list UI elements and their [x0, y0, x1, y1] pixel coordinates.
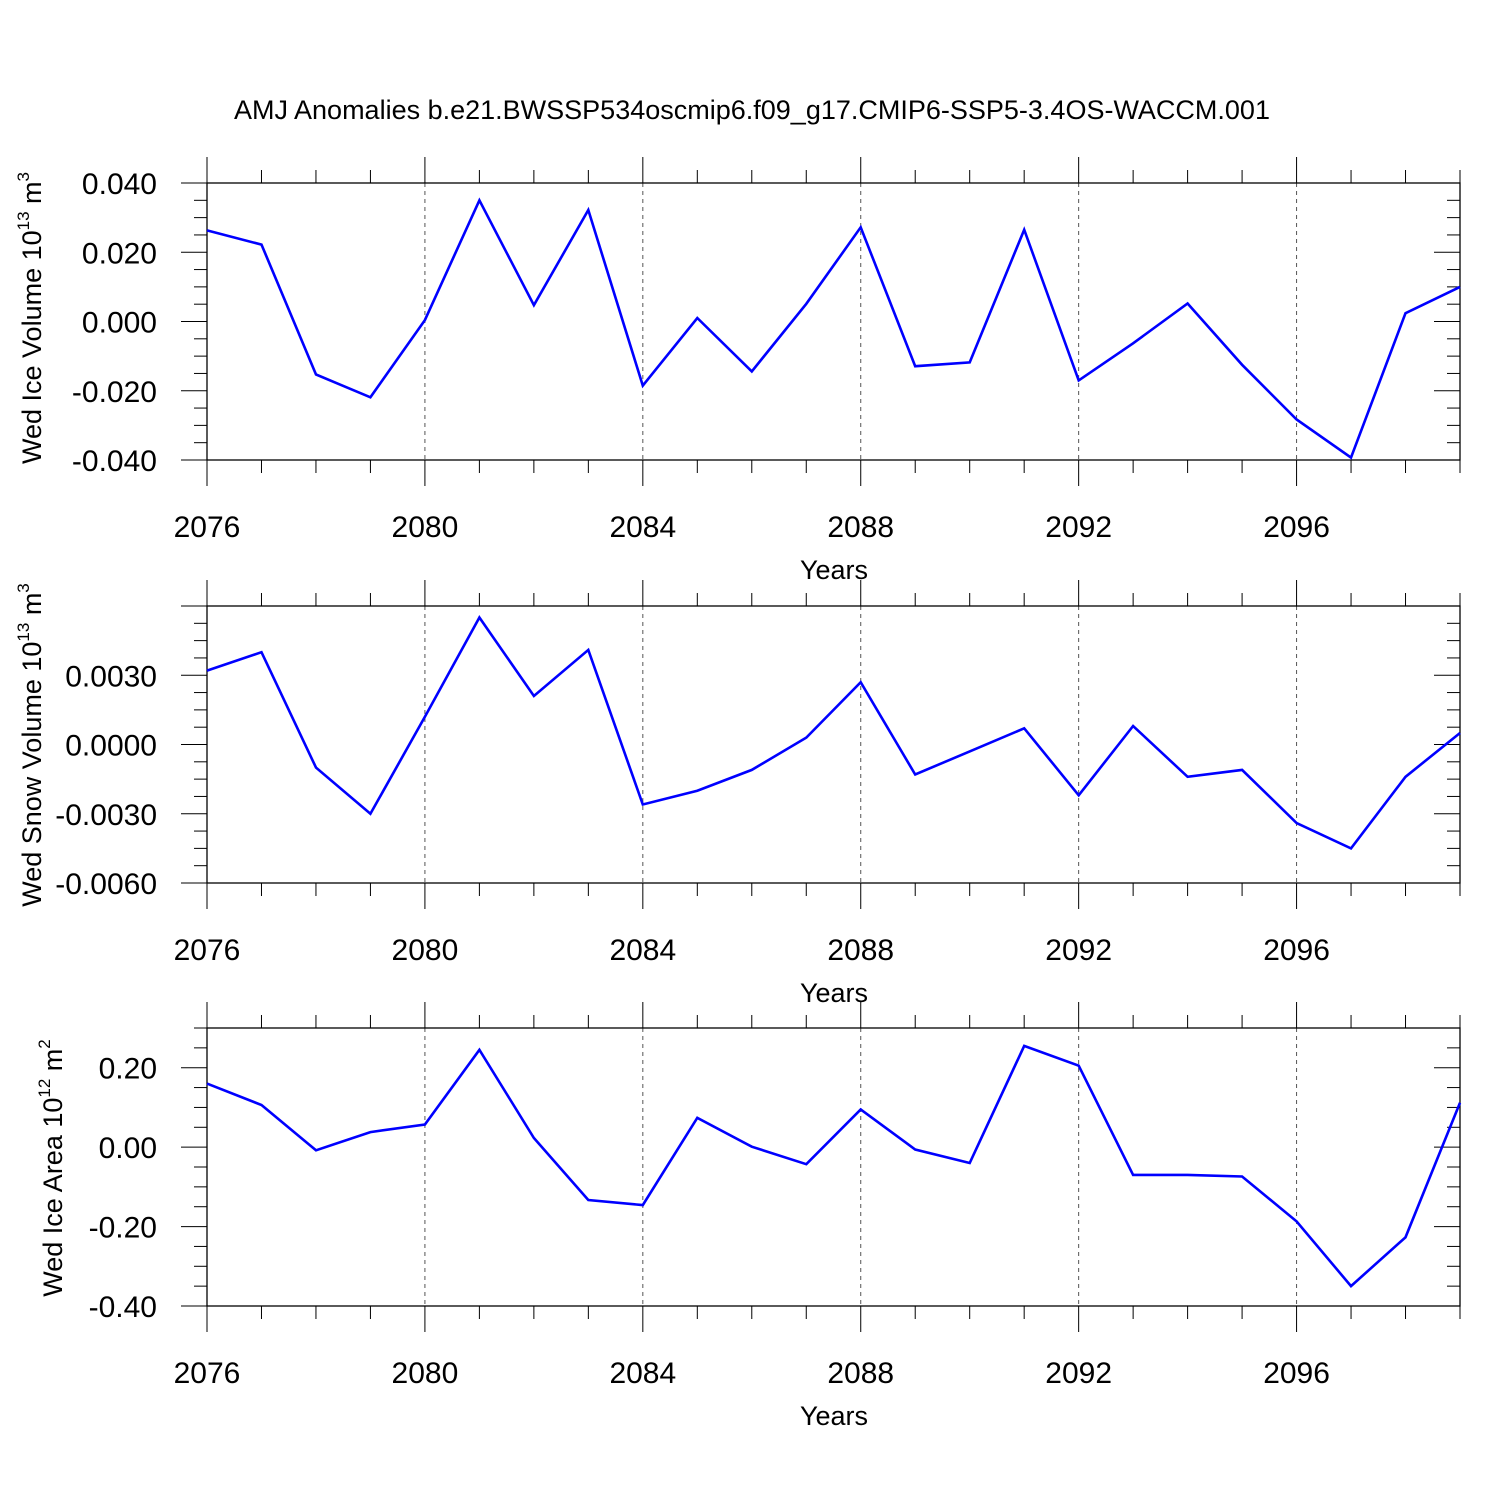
x-axis-label: Years — [800, 555, 868, 585]
y-axis-label-text: Wed Snow Volume 10 — [17, 642, 47, 907]
x-tick-label: 2096 — [1263, 511, 1330, 544]
series-line — [206, 615, 1461, 851]
y-tick-label: 0.0000 — [65, 730, 157, 763]
panels: -0.040 -0.020 0.000 0.020 0.040 2076 2080 2084 2… — [14, 157, 1462, 1431]
y-axis-label-unit: m — [38, 1049, 68, 1079]
x-tick-label: 2076 — [174, 511, 241, 544]
x-tick-label: 2092 — [1045, 511, 1112, 544]
figure-title: AMJ Anomalies b.e21.BWSSP534oscmip6.f09_… — [234, 95, 1270, 125]
x-tick-label: 2084 — [609, 1357, 676, 1390]
y-tick-label: 0.000 — [82, 307, 157, 340]
y-axis-label-exponent: 12 — [35, 1079, 54, 1098]
x-tick-label: 2096 — [1263, 934, 1330, 967]
y-axis-label-exponent: 13 — [14, 623, 33, 642]
x-tick-label: 2076 — [174, 934, 241, 967]
y-axis-label-unit-power: 3 — [14, 583, 33, 592]
x-tick-label: 2088 — [827, 934, 894, 967]
y-tick-label: -0.040 — [72, 445, 157, 478]
x-tick-label: 2080 — [392, 511, 459, 544]
y-tick-label: 0.020 — [82, 237, 157, 270]
plot-frame — [206, 605, 1461, 884]
y-tick-label: -0.020 — [72, 376, 157, 409]
panel-2: -0.0060 -0.0030 0.0000 0.0030 2076 2080 2084 20… — [14, 580, 1461, 1008]
x-tick-label: 2076 — [174, 1357, 241, 1390]
y-axis-label-text: Wed Ice Volume 10 — [17, 230, 47, 464]
y-tick-label: -0.0030 — [55, 799, 157, 832]
x-tick-label: 2088 — [827, 511, 894, 544]
x-tick-label: 2092 — [1045, 934, 1112, 967]
y-tick-label: -0.20 — [89, 1212, 157, 1245]
x-axis-label: Years — [800, 1401, 868, 1431]
y-axis-label: Wed Snow Volume 1013 m3 — [14, 583, 47, 907]
y-axis-label: Wed Ice Volume 1013 m3 — [14, 172, 47, 464]
y-axis-label: Wed Ice Area 1012 m2 — [35, 1039, 68, 1297]
panel-3: -0.40 -0.20 0.00 0.20 2076 2080 2084 2088 2092 20… — [35, 1002, 1462, 1431]
series-line — [206, 1044, 1462, 1288]
x-tick-label: 2084 — [609, 934, 676, 967]
y-tick-label: 0.00 — [99, 1132, 157, 1165]
x-tick-label: 2096 — [1263, 1357, 1330, 1390]
y-axis-label-text: Wed Ice Area 10 — [38, 1098, 68, 1297]
plot-frame — [206, 1027, 1461, 1307]
x-tick-label: 2084 — [609, 511, 676, 544]
y-tick-label: 0.040 — [82, 168, 157, 201]
plot-frame — [206, 182, 1461, 461]
y-axis-label-unit: m — [17, 593, 47, 623]
x-tick-label: 2088 — [827, 1357, 894, 1390]
x-tick-label: 2080 — [392, 934, 459, 967]
series-line — [206, 197, 1461, 460]
y-axis-label-unit-power: 3 — [14, 172, 33, 181]
y-axis-label-unit-power: 2 — [35, 1039, 54, 1048]
y-tick-label: -0.0060 — [55, 868, 157, 901]
y-tick-label: 0.0030 — [65, 660, 157, 693]
y-tick-label: -0.40 — [89, 1291, 157, 1324]
y-tick-label: 0.20 — [99, 1053, 157, 1086]
x-tick-label: 2080 — [392, 1357, 459, 1390]
x-tick-label: 2092 — [1045, 1357, 1112, 1390]
y-axis-label-exponent: 13 — [14, 211, 33, 230]
panel-1: -0.040 -0.020 0.000 0.020 0.040 2076 2080 2084 2… — [14, 157, 1461, 585]
y-axis-label-unit: m — [17, 181, 47, 211]
x-axis-label: Years — [800, 978, 868, 1008]
